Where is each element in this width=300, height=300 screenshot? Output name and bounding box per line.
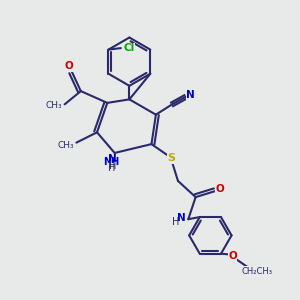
Text: O: O [228,251,237,261]
Text: CH₂CH₃: CH₂CH₃ [242,267,272,276]
Text: H: H [172,217,180,227]
Text: Cl: Cl [124,43,135,53]
Text: H: H [108,163,116,173]
Text: NH: NH [103,157,120,167]
Text: H: H [109,161,116,171]
Text: CH₃: CH₃ [58,141,74,150]
Text: S: S [167,153,175,163]
Text: N: N [186,90,195,100]
Text: O: O [216,184,224,194]
Text: N: N [177,213,186,223]
Text: O: O [65,61,74,71]
Text: N: N [108,154,117,164]
Text: CH₃: CH₃ [46,101,63,110]
